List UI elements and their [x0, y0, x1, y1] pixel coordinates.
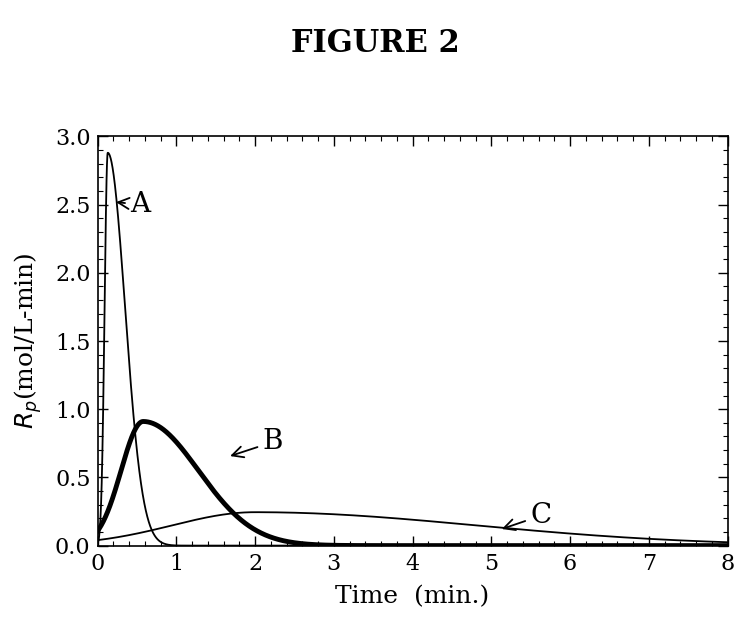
Y-axis label: $R_p$(mol/L-min): $R_p$(mol/L-min) [12, 252, 44, 430]
X-axis label: Time  (min.): Time (min.) [335, 586, 490, 609]
Text: B: B [232, 428, 284, 458]
Text: FIGURE 2: FIGURE 2 [291, 28, 459, 59]
Text: A: A [118, 191, 151, 218]
Text: C: C [504, 502, 552, 530]
